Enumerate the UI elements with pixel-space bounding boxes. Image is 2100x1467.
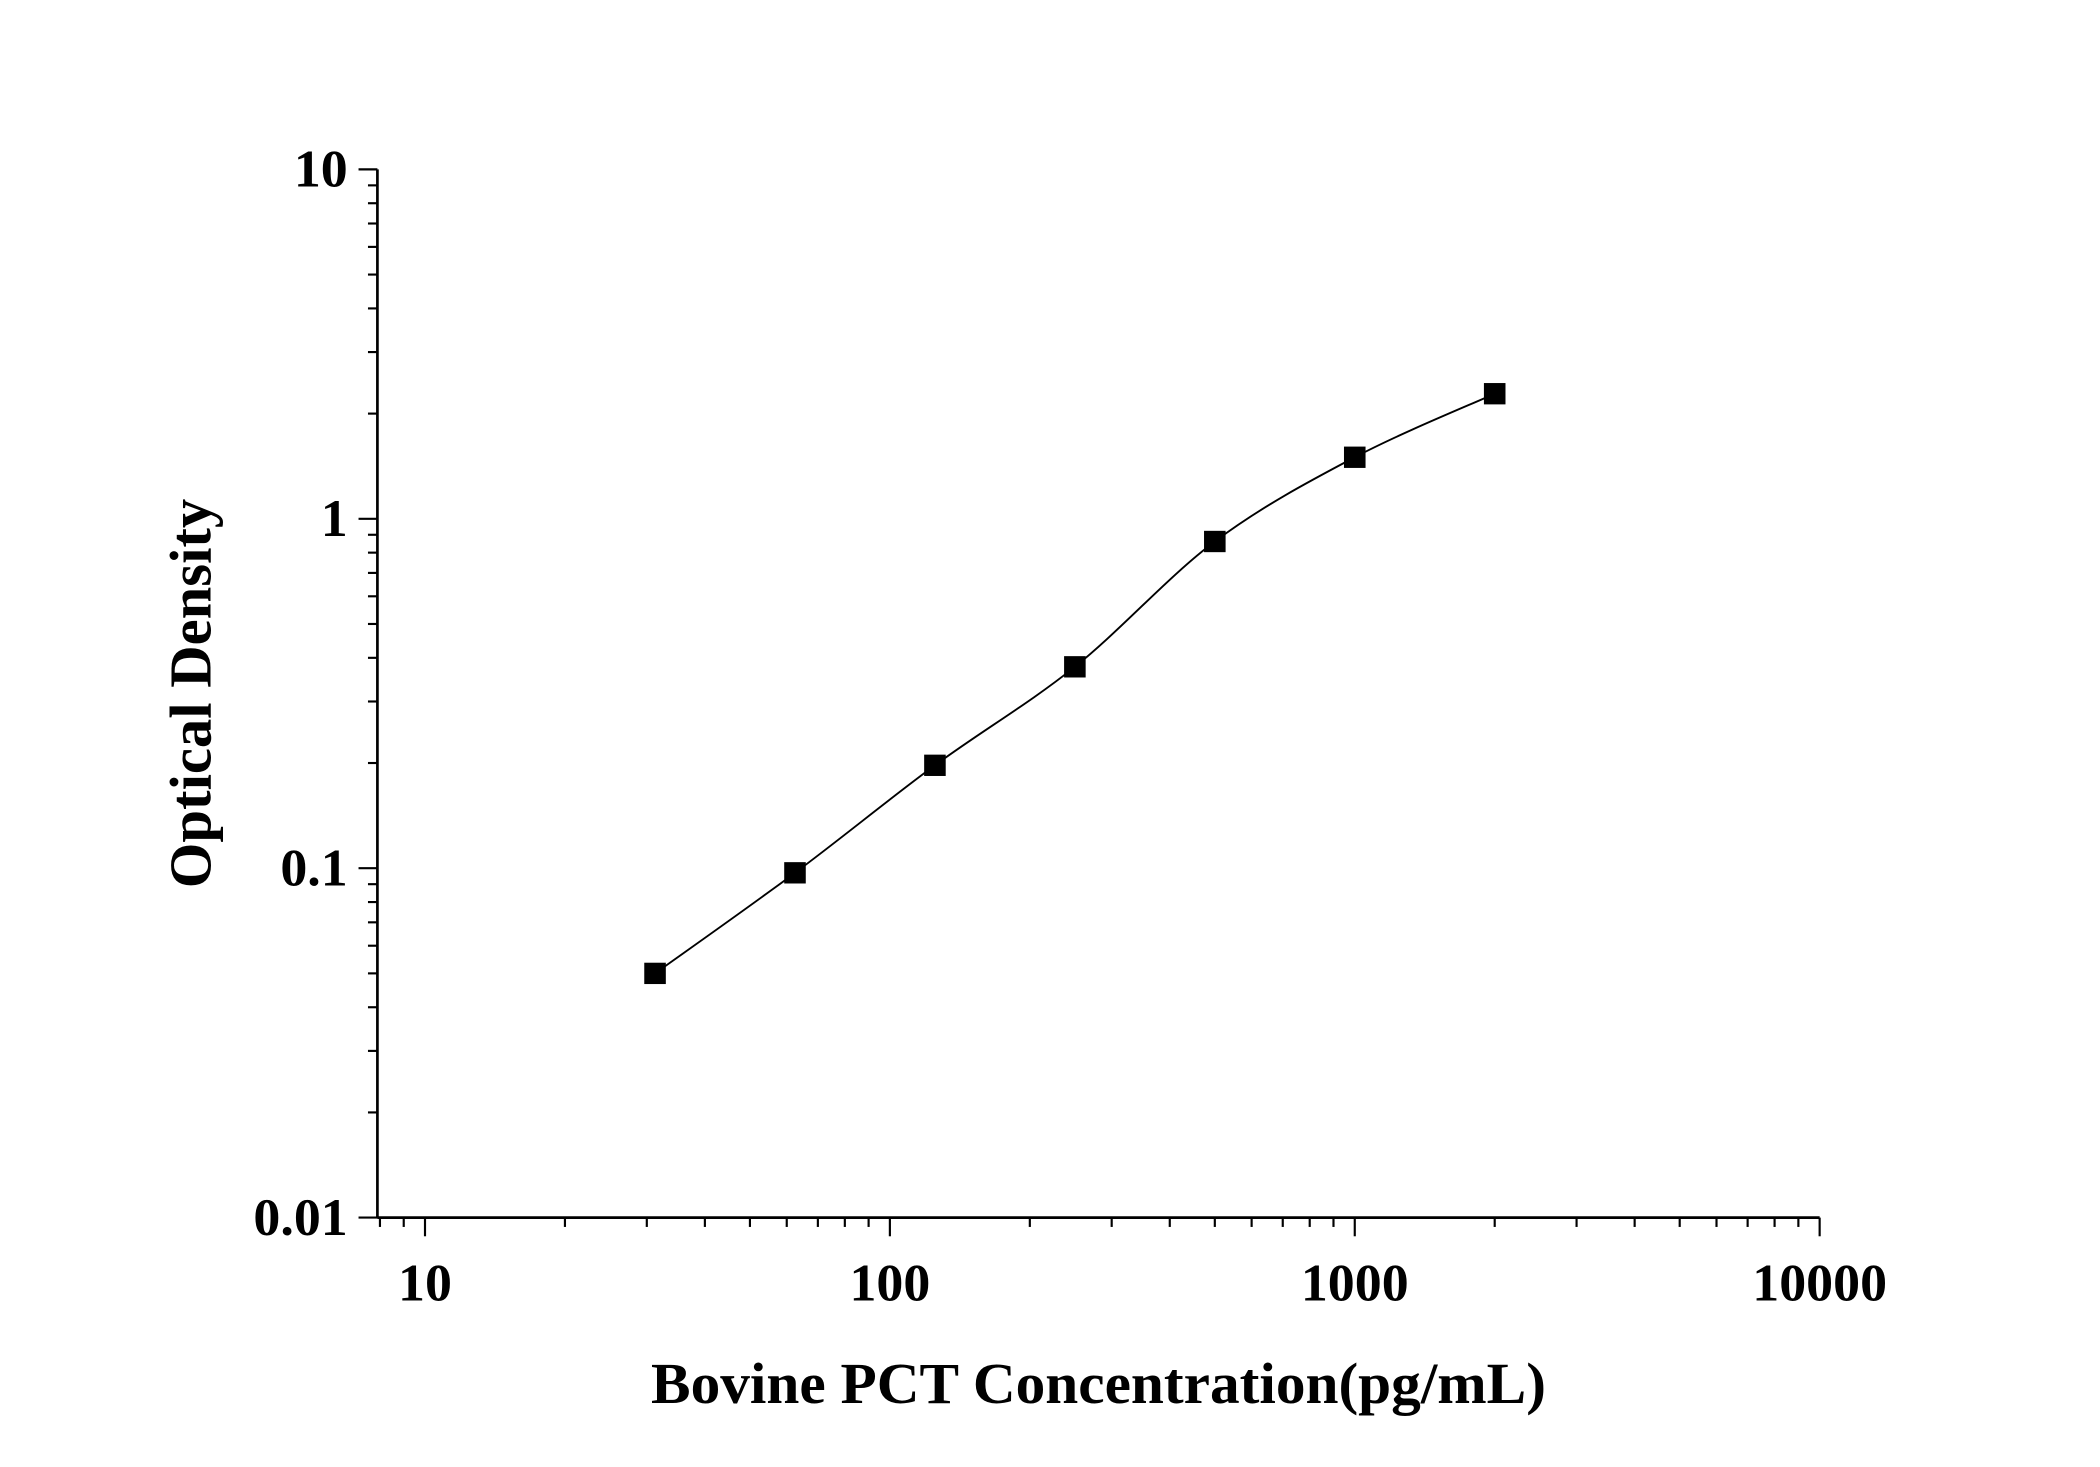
x-tick-label: 10 <box>398 1253 452 1313</box>
data-points <box>644 383 1506 985</box>
y-tick-label: 1 <box>321 488 348 548</box>
data-point-marker <box>1064 656 1086 678</box>
x-tick-label: 1000 <box>1301 1253 1409 1313</box>
axes <box>358 168 1821 1237</box>
y-axis-title: Optical Density <box>157 499 223 888</box>
data-point-marker <box>1204 530 1226 553</box>
data-point-marker <box>1483 383 1506 405</box>
x-tick-label: 100 <box>849 1253 930 1313</box>
x-axis-title: Bovine PCT Concentration(pg/mL) <box>651 1350 1546 1416</box>
y-tick-label: 10 <box>294 139 348 199</box>
data-point-marker <box>784 862 806 884</box>
x-tick-label: 10000 <box>1752 1253 1887 1313</box>
data-point-marker <box>924 754 946 776</box>
tick-labels: 0.01 0.1 1 10 10 100 1000 10000 <box>253 139 1887 1312</box>
fitted-curve <box>654 392 1496 975</box>
y-tick-label: 0.01 <box>253 1187 347 1247</box>
data-point-marker <box>644 962 666 985</box>
y-tick-label: 0.1 <box>280 838 347 898</box>
data-point-marker <box>1343 446 1366 468</box>
